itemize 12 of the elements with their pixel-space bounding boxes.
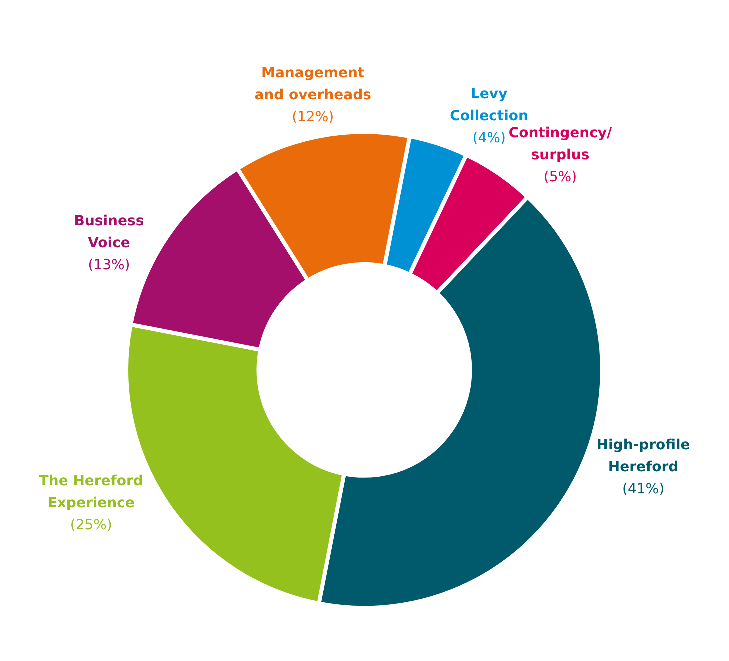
data-label: (12%) xyxy=(292,109,334,126)
slice-label: Management and overheads xyxy=(254,65,372,104)
data-label: (13%) xyxy=(88,257,130,274)
slice-label: Contingency/ surplus xyxy=(508,126,614,164)
data-label: (4%) xyxy=(472,130,506,146)
data-label: (41%) xyxy=(622,481,665,498)
slice-label: Business Voice xyxy=(74,213,144,252)
data-label: (5%) xyxy=(544,170,578,186)
slice-label: The Hereford Experience xyxy=(39,473,144,512)
data-label: (25%) xyxy=(70,517,112,534)
slice-label: High-profile Hereford xyxy=(596,437,690,476)
slice-label: Levy Collection xyxy=(450,86,529,124)
